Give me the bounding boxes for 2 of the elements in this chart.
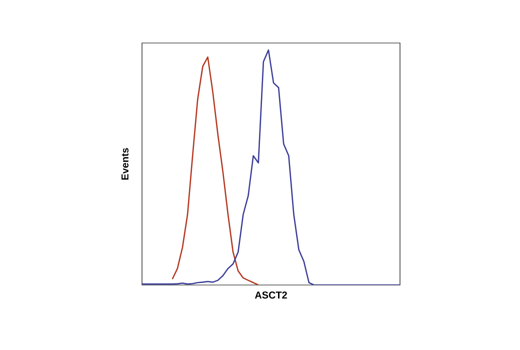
x-axis-title: ASCT2	[254, 292, 287, 299]
y-axis-title: Events	[122, 148, 128, 180]
